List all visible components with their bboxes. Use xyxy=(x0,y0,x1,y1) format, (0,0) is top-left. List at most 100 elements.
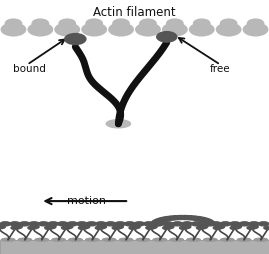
Circle shape xyxy=(10,222,20,226)
Ellipse shape xyxy=(18,238,32,241)
Ellipse shape xyxy=(35,238,48,241)
Circle shape xyxy=(182,225,191,229)
Circle shape xyxy=(151,221,161,225)
Circle shape xyxy=(28,226,36,229)
Circle shape xyxy=(81,22,107,37)
Ellipse shape xyxy=(204,238,217,241)
Circle shape xyxy=(215,225,225,229)
Circle shape xyxy=(108,22,134,37)
Text: Actin filament: Actin filament xyxy=(93,6,176,19)
Circle shape xyxy=(230,222,240,226)
FancyBboxPatch shape xyxy=(0,240,269,254)
Circle shape xyxy=(199,218,209,222)
Ellipse shape xyxy=(119,238,133,241)
Circle shape xyxy=(193,19,211,28)
Circle shape xyxy=(247,19,264,28)
Ellipse shape xyxy=(153,238,167,241)
Circle shape xyxy=(163,226,171,229)
Circle shape xyxy=(146,226,154,229)
Circle shape xyxy=(220,222,231,226)
Ellipse shape xyxy=(254,238,268,241)
Circle shape xyxy=(131,225,140,229)
Circle shape xyxy=(157,218,167,222)
Circle shape xyxy=(172,222,183,226)
Text: free: free xyxy=(210,64,231,74)
Circle shape xyxy=(205,222,215,226)
Circle shape xyxy=(182,222,192,226)
Ellipse shape xyxy=(69,238,82,241)
Circle shape xyxy=(201,222,211,226)
Circle shape xyxy=(247,226,255,229)
Circle shape xyxy=(171,216,181,220)
Circle shape xyxy=(129,226,137,229)
Circle shape xyxy=(64,33,87,45)
Ellipse shape xyxy=(170,238,183,241)
Circle shape xyxy=(97,225,107,229)
Circle shape xyxy=(264,226,269,229)
Circle shape xyxy=(203,220,214,224)
Circle shape xyxy=(156,31,178,43)
Circle shape xyxy=(180,215,190,219)
Circle shape xyxy=(249,222,259,226)
Circle shape xyxy=(80,225,90,229)
Circle shape xyxy=(114,225,123,229)
Ellipse shape xyxy=(136,238,150,241)
Circle shape xyxy=(62,226,70,229)
Circle shape xyxy=(11,226,19,229)
Circle shape xyxy=(105,222,116,226)
Circle shape xyxy=(5,19,22,28)
Circle shape xyxy=(154,219,164,223)
Circle shape xyxy=(185,216,195,220)
Circle shape xyxy=(176,215,186,219)
Ellipse shape xyxy=(1,238,15,241)
Circle shape xyxy=(48,222,58,226)
Ellipse shape xyxy=(187,238,200,241)
Circle shape xyxy=(29,222,39,226)
Circle shape xyxy=(64,225,73,229)
Circle shape xyxy=(125,222,135,226)
Circle shape xyxy=(112,19,130,28)
Circle shape xyxy=(47,225,56,229)
Circle shape xyxy=(216,22,242,37)
Text: $r_{myo}$: $r_{myo}$ xyxy=(122,172,147,188)
Circle shape xyxy=(243,22,268,37)
Circle shape xyxy=(112,226,120,229)
Circle shape xyxy=(134,222,144,226)
Circle shape xyxy=(95,226,103,229)
Ellipse shape xyxy=(102,238,116,241)
Circle shape xyxy=(13,225,22,229)
Circle shape xyxy=(19,222,30,226)
Circle shape xyxy=(153,222,164,226)
Circle shape xyxy=(96,222,106,226)
Circle shape xyxy=(199,225,208,229)
Circle shape xyxy=(77,222,87,226)
Circle shape xyxy=(79,226,87,229)
Circle shape xyxy=(211,222,221,226)
Circle shape xyxy=(67,222,77,226)
Circle shape xyxy=(151,222,161,226)
Ellipse shape xyxy=(52,238,65,241)
Circle shape xyxy=(196,217,206,221)
Circle shape xyxy=(249,225,258,229)
Circle shape xyxy=(139,19,157,28)
Circle shape xyxy=(30,225,39,229)
Circle shape xyxy=(189,216,199,220)
Circle shape xyxy=(230,226,238,229)
Circle shape xyxy=(232,225,241,229)
Ellipse shape xyxy=(106,120,130,128)
Circle shape xyxy=(201,219,212,223)
Circle shape xyxy=(27,22,53,37)
Circle shape xyxy=(189,22,215,37)
Circle shape xyxy=(31,19,49,28)
Circle shape xyxy=(204,221,215,225)
Circle shape xyxy=(259,222,269,226)
Circle shape xyxy=(1,22,26,37)
Circle shape xyxy=(193,216,203,220)
Circle shape xyxy=(0,222,10,226)
Circle shape xyxy=(192,222,202,226)
Circle shape xyxy=(166,19,184,28)
Circle shape xyxy=(148,225,157,229)
Circle shape xyxy=(38,222,49,226)
Circle shape xyxy=(180,226,188,229)
Circle shape xyxy=(213,226,221,229)
